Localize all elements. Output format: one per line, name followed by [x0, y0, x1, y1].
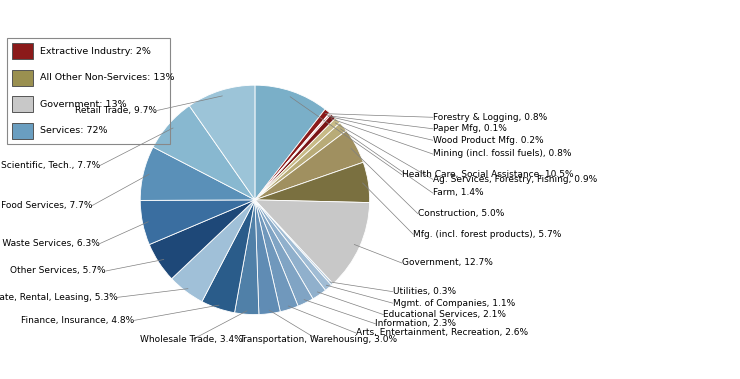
Wedge shape [255, 200, 369, 284]
Wedge shape [255, 200, 333, 285]
Wedge shape [255, 200, 313, 306]
Wedge shape [153, 106, 255, 200]
Text: Real Estate, Rental, Leasing, 5.3%: Real Estate, Rental, Leasing, 5.3% [0, 293, 118, 302]
Text: Ag. Services, Forestry, Fishing, 0.9%: Ag. Services, Forestry, Fishing, 0.9% [433, 175, 597, 184]
Text: Forestry & Logging, 0.8%: Forestry & Logging, 0.8% [433, 113, 547, 122]
Text: Construction, 5.0%: Construction, 5.0% [418, 209, 504, 218]
Text: Information, 2.3%: Information, 2.3% [375, 319, 457, 328]
Wedge shape [255, 200, 280, 315]
Wedge shape [141, 200, 255, 244]
Wedge shape [149, 200, 255, 279]
Wedge shape [255, 200, 326, 299]
Wedge shape [255, 114, 335, 200]
Text: Professional, Scientific, Tech., 7.7%: Professional, Scientific, Tech., 7.7% [0, 161, 100, 170]
Wedge shape [255, 162, 369, 202]
Text: Wood Product Mfg. 0.2%: Wood Product Mfg. 0.2% [433, 136, 543, 145]
Text: Mining (incl. fossil fuels), 0.8%: Mining (incl. fossil fuels), 0.8% [433, 149, 571, 158]
Text: Transportation, Warehousing, 3.0%: Transportation, Warehousing, 3.0% [239, 335, 397, 344]
Text: Arts, Entertainment, Recreation, 2.6%: Arts, Entertainment, Recreation, 2.6% [356, 329, 528, 337]
Wedge shape [255, 113, 330, 200]
Text: Retail Trade, 9.7%: Retail Trade, 9.7% [75, 106, 158, 115]
Text: Wholesale Trade, 3.4%: Wholesale Trade, 3.4% [141, 335, 243, 344]
Wedge shape [255, 118, 340, 200]
Wedge shape [255, 85, 325, 200]
Wedge shape [255, 113, 332, 200]
Wedge shape [255, 109, 329, 200]
Text: EMPLOYMENT BY INDUSTRY, PERCENT OF TOTAL, WEST, 2014: EMPLOYMENT BY INDUSTRY, PERCENT OF TOTAL… [6, 13, 434, 27]
Text: Educational Services, 2.1%: Educational Services, 2.1% [383, 310, 506, 319]
Text: Services: 72%: Services: 72% [40, 126, 107, 135]
Wedge shape [255, 131, 363, 200]
Wedge shape [255, 200, 332, 290]
Wedge shape [255, 200, 298, 312]
Text: Paper Mfg, 0.1%: Paper Mfg, 0.1% [433, 124, 507, 133]
Wedge shape [141, 147, 255, 200]
Text: Government: 13%: Government: 13% [40, 100, 127, 109]
Text: Other Services, 5.7%: Other Services, 5.7% [10, 266, 106, 276]
Text: Admin., Waste Services, 6.3%: Admin., Waste Services, 6.3% [0, 239, 100, 248]
Text: All Other Non-Services: 13%: All Other Non-Services: 13% [40, 73, 175, 82]
Wedge shape [189, 85, 255, 200]
Text: Farm, 1.4%: Farm, 1.4% [433, 188, 483, 197]
Bar [13, 43, 33, 59]
Bar [13, 96, 33, 112]
Text: Mfg. (incl. forest products), 5.7%: Mfg. (incl. forest products), 5.7% [413, 230, 562, 239]
Text: Utilities, 0.3%: Utilities, 0.3% [392, 287, 456, 296]
Text: Mgmt. of Companies, 1.1%: Mgmt. of Companies, 1.1% [392, 299, 515, 308]
Wedge shape [172, 200, 255, 302]
Text: Government, 12.7%: Government, 12.7% [402, 258, 493, 268]
Text: Finance, Insurance, 4.8%: Finance, Insurance, 4.8% [21, 316, 135, 325]
Wedge shape [255, 123, 346, 200]
Text: Extractive Industry: 2%: Extractive Industry: 2% [40, 47, 151, 56]
Text: Accomodation, Food Services, 7.7%: Accomodation, Food Services, 7.7% [0, 201, 92, 210]
Bar [13, 70, 33, 86]
Bar [13, 123, 33, 139]
Text: Health Care, Social Assistance, 10.5%: Health Care, Social Assistance, 10.5% [402, 170, 574, 179]
Wedge shape [235, 200, 259, 315]
Wedge shape [202, 200, 255, 313]
